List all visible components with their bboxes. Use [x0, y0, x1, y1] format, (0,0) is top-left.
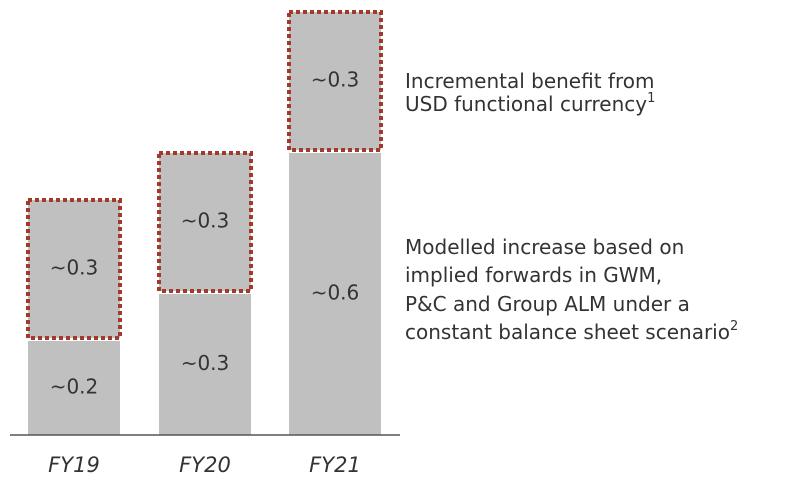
legend-line: implied forwards in GWM, [405, 263, 662, 287]
legend-line: Modelled increase based on [405, 235, 684, 259]
legend-line: constant balance sheet scenario [405, 320, 730, 344]
bar-segment [26, 198, 122, 340]
x-tick-label: FY21 [309, 453, 361, 477]
bar-segment [289, 153, 381, 435]
legend-label: P&C and Group ALM under a [405, 292, 690, 316]
data-label: ~0.3 [50, 256, 99, 280]
data-label: ~0.3 [181, 351, 230, 375]
bar-segment [28, 341, 120, 435]
data-label: ~0.2 [50, 375, 99, 399]
bar-segment [159, 294, 251, 435]
legend-label: constant balance sheet scenario2 [405, 319, 738, 344]
legend-line: Incremental benefit from [405, 69, 654, 93]
legend-label: Modelled increase based on [405, 235, 684, 259]
legend-label: USD functional currency1 [405, 91, 655, 116]
data-label: ~0.3 [181, 209, 230, 233]
legend-line: USD functional currency [405, 92, 647, 116]
x-tick-label: FY20 [179, 453, 231, 477]
legend-label: Incremental benefit from [405, 69, 654, 93]
footnote-marker: 2 [730, 319, 738, 334]
legend-line: P&C and Group ALM under a [405, 292, 690, 316]
x-tick-label: FY19 [48, 453, 100, 477]
bar-segment [157, 151, 253, 293]
footnote-marker: 1 [647, 91, 655, 106]
legend-label: implied forwards in GWM, [405, 263, 662, 287]
data-label: ~0.6 [311, 281, 360, 305]
data-label: ~0.3 [311, 68, 360, 92]
bar-segment [287, 10, 383, 152]
